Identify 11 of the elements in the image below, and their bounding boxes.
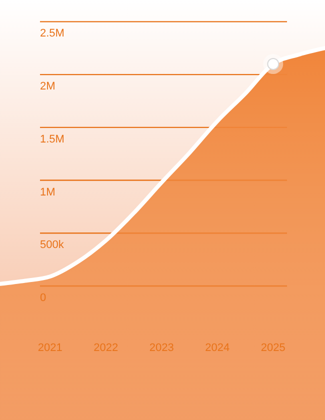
x-tick-label: 2022 <box>94 342 118 354</box>
y-tick-label: 500k <box>40 239 64 252</box>
x-tick-label: 2021 <box>38 342 62 354</box>
x-tick-label: 2024 <box>205 342 230 354</box>
y-tick-label: 1M <box>40 186 56 198</box>
y-tick-label: 1.5M <box>40 133 64 146</box>
x-tick-label: 2025 <box>260 342 286 354</box>
y-tick-label: 2M <box>40 80 56 93</box>
y-tick-label: 2.5M <box>40 28 64 40</box>
x-tick-label: 2023 <box>149 342 174 354</box>
y-tick-label: 0 <box>40 292 46 304</box>
